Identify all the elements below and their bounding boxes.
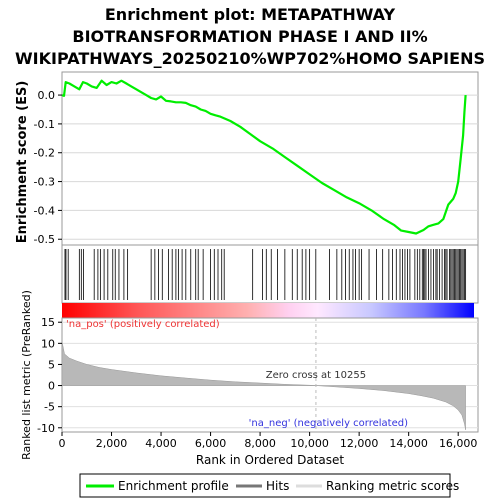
es-y-tick-label: -0.2 xyxy=(34,147,55,160)
x-tick-label: 4,000 xyxy=(145,437,177,450)
legend-box xyxy=(79,473,451,498)
es-y-tick-label: -0.5 xyxy=(34,233,55,246)
hits-ticks xyxy=(64,249,467,300)
x-tick-label: 2,000 xyxy=(96,437,128,450)
metric-y-tick-label: -10 xyxy=(37,422,55,435)
x-tick-label: 0 xyxy=(59,437,66,450)
legend-hits-label: Hits xyxy=(266,479,289,493)
x-tick-label: 12,000 xyxy=(340,437,379,450)
chart-title-line-2: BIOTRANSFORMATION PHASE I AND II% xyxy=(72,27,427,46)
x-tick-label: 6,000 xyxy=(195,437,227,450)
hits-area xyxy=(61,244,479,304)
es-gridlines xyxy=(62,94,478,240)
metric-y-tick-label: 15 xyxy=(41,316,55,329)
metric-y-axis-ticks: 15 10 5 0 -5 -10 xyxy=(37,316,62,435)
x-axis-ticks: 0 2,000 4,000 6,000 8,000 10,000 12,000 14,000 1… xyxy=(59,432,478,450)
legend-profile-label: Enrichment profile xyxy=(118,479,229,493)
es-y-tick-label: -0.1 xyxy=(34,118,55,131)
ranking-metric-area xyxy=(61,341,466,430)
zero-cross-label: Zero cross at 10255 xyxy=(266,370,366,381)
x-tick-label: 14,000 xyxy=(389,437,428,450)
na-pos-label: 'na_pos' (positively correlated) xyxy=(66,319,220,330)
x-tick-label: 8,000 xyxy=(244,437,276,450)
x-tick-label: 16,000 xyxy=(439,437,478,450)
es-y-axis-ticks: 0.0 -0.1 -0.2 -0.3 -0.4 -0.5 xyxy=(34,89,62,246)
metric-y-tick-label: 10 xyxy=(41,337,55,350)
x-axis-label: Rank in Ordered Dataset xyxy=(196,453,344,467)
es-y-tick-label: -0.3 xyxy=(34,176,55,189)
enrichment-profile-line xyxy=(61,79,467,235)
es-plot-area xyxy=(61,71,479,246)
metric-y-tick-label: 0 xyxy=(48,380,55,393)
chart-title-line-1: Enrichment plot: METAPATHWAY xyxy=(105,5,396,24)
legend-metric-label: Ranking metric scores xyxy=(326,479,459,493)
es-y-tick-label: 0.0 xyxy=(38,89,56,102)
na-neg-label: 'na_neg' (negatively correlated) xyxy=(249,418,408,429)
es-y-tick-label: -0.4 xyxy=(34,204,55,217)
es-y-axis-label: Enrichment score (ES) xyxy=(15,81,30,244)
metric-y-tick-label: 5 xyxy=(48,358,55,371)
x-tick-label: 10,000 xyxy=(290,437,329,450)
metric-y-tick-label: -5 xyxy=(44,401,55,414)
metric-y-axis-label: Ranked list metric (PreRanked) xyxy=(20,290,33,460)
ranking-heat-bar xyxy=(62,303,474,318)
chart-title-line-3: WIKIPATHWAYS_20250210%WP702%HOMO SAPIENS xyxy=(15,49,485,68)
